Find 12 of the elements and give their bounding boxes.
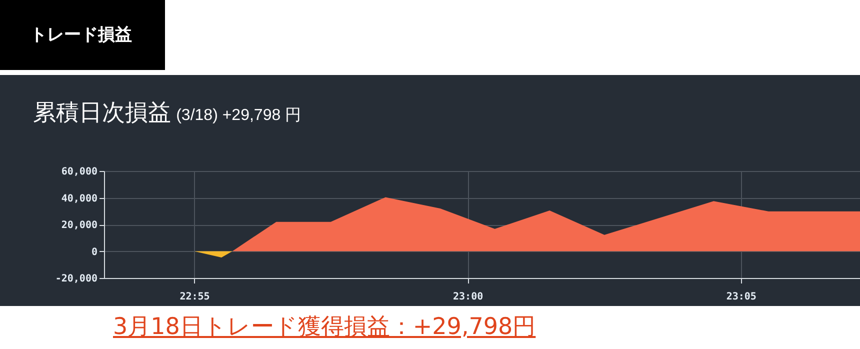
x-tick-label: 22:55 (180, 292, 210, 302)
text: 3月18日トレード獲得損益：+29,798円 (113, 313, 536, 342)
y-tick-label: 40,000 (61, 193, 98, 204)
chart-subtitle: (3/18) +29,798 円 (176, 107, 302, 124)
chart-title: 累積日次損益 (33, 100, 171, 126)
x-tick-label: 23:00 (453, 292, 484, 302)
y-tick-label: 20,000 (61, 220, 98, 231)
y-tick-label: 0 (91, 246, 98, 258)
y-tick-label: -20,000 (55, 274, 98, 284)
y-tick-label: 60,000 (61, 166, 98, 178)
x-tick-label: 23:05 (726, 292, 756, 302)
text: トレード損益 (0, 0, 165, 70)
